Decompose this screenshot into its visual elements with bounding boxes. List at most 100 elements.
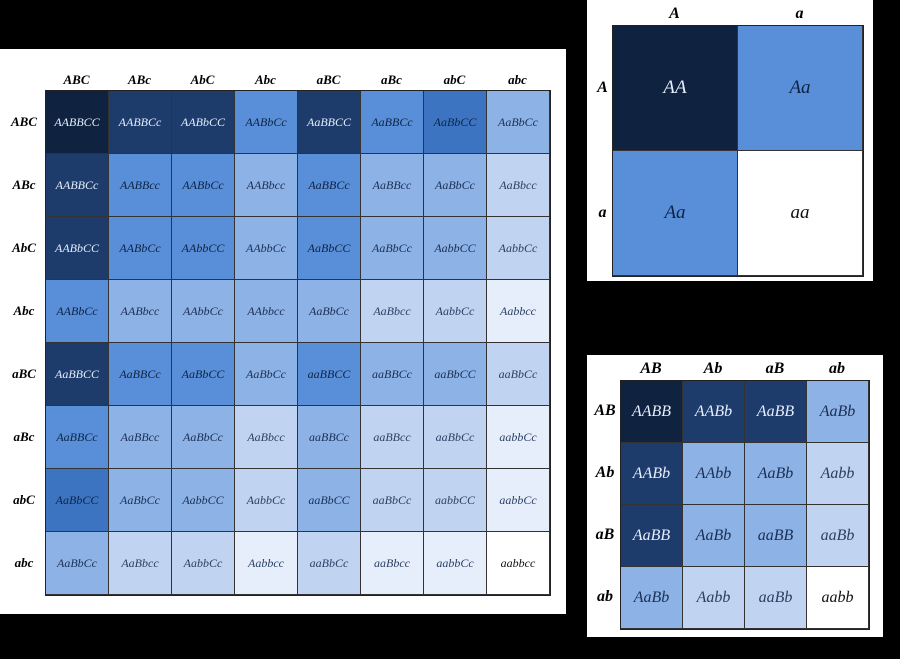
trihybrid-genotype-cell: AABbCC bbox=[172, 91, 235, 154]
trihybrid-genotype-cell: aaBbCc bbox=[361, 469, 424, 532]
dihybrid-genotype-cell: AaBb bbox=[621, 567, 683, 629]
trihybrid-row-header: abC bbox=[13, 491, 35, 507]
monohybrid-genotype-cell: Aa bbox=[738, 26, 863, 151]
trihybrid-genotype-cell: AaBbCc bbox=[487, 91, 550, 154]
trihybrid-col-header: Abc bbox=[255, 72, 276, 87]
trihybrid-genotype-cell: AaBbCC bbox=[46, 469, 109, 532]
trihybrid-genotype-cell: AabbCC bbox=[424, 217, 487, 280]
trihybrid-genotype-cell: AaBbCC bbox=[298, 217, 361, 280]
trihybrid-genotype-cell: AaBbCc bbox=[109, 469, 172, 532]
monohybrid-col-header: a bbox=[795, 5, 804, 22]
dihybrid-row-header: AB bbox=[594, 402, 616, 419]
dihybrid-col-header: AB bbox=[640, 360, 662, 377]
trihybrid-row-header: AbC bbox=[12, 239, 36, 255]
trihybrid-genotype-cell: AABbcc bbox=[109, 280, 172, 343]
trihybrid-genotype-cell: AAbbCC bbox=[172, 217, 235, 280]
trihybrid-genotype-cell: AaBBcc bbox=[109, 406, 172, 469]
trihybrid-genotype-cell: AaBbCC bbox=[424, 91, 487, 154]
monohybrid-row-header: a bbox=[598, 203, 607, 221]
trihybrid-genotype-cell: AaBbCc bbox=[424, 154, 487, 217]
trihybrid-genotype-cell: aaBBCC bbox=[298, 343, 361, 406]
trihybrid-genotype-cell: aabbCc bbox=[424, 532, 487, 595]
trihybrid-genotype-cell: AaBBcc bbox=[361, 154, 424, 217]
dihybrid-genotype-cell: AABb bbox=[621, 443, 683, 505]
trihybrid-genotype-cell: Aabbcc bbox=[487, 280, 550, 343]
trihybrid-genotype-cell: AabbCc bbox=[235, 469, 298, 532]
trihybrid-genotype-cell: aaBbCc bbox=[424, 406, 487, 469]
trihybrid-row-header: aBc bbox=[13, 428, 35, 444]
dihybrid-row-header: aB bbox=[595, 526, 615, 543]
dihybrid-col-header: aB bbox=[765, 360, 785, 377]
trihybrid-genotype-cell: AabbCc bbox=[172, 532, 235, 595]
trihybrid-genotype-cell: aabbCc bbox=[487, 469, 550, 532]
dihybrid-genotype-cell: AABb bbox=[683, 381, 745, 443]
trihybrid-genotype-cell: AABBCC bbox=[46, 91, 109, 154]
trihybrid-genotype-cell: Aabbcc bbox=[235, 532, 298, 595]
trihybrid-genotype-cell: AABBcc bbox=[109, 154, 172, 217]
monohybrid-genotype-cell: AA bbox=[613, 26, 738, 151]
trihybrid-genotype-cell: AaBBCc bbox=[46, 406, 109, 469]
trihybrid-row-header: ABC bbox=[10, 113, 37, 129]
trihybrid-genotype-cell: AABbCC bbox=[46, 217, 109, 280]
trihybrid-row-header: abc bbox=[14, 554, 34, 570]
trihybrid-genotype-cell: AaBbCc bbox=[361, 217, 424, 280]
trihybrid-genotype-cell: AabbCc bbox=[487, 217, 550, 280]
dihybrid-genotype-cell: AaBb bbox=[745, 443, 807, 505]
trihybrid-genotype-cell: AABBCc bbox=[109, 91, 172, 154]
trihybrid-genotype-cell: AaBBCC bbox=[298, 91, 361, 154]
trihybrid-genotype-cell: AaBbCc bbox=[235, 343, 298, 406]
trihybrid-col-header: abC bbox=[443, 72, 466, 87]
trihybrid-genotype-cell: AABbCc bbox=[235, 91, 298, 154]
dihybrid-genotype-cell: AABB bbox=[621, 381, 683, 443]
trihybrid-genotype-cell: AaBbcc bbox=[487, 154, 550, 217]
trihybrid-genotype-cell: aabbcc bbox=[487, 532, 550, 595]
monohybrid-genotype-cell: Aa bbox=[613, 151, 738, 276]
monohybrid-col-header: A bbox=[669, 5, 680, 22]
dihybrid-row-header: Ab bbox=[595, 464, 615, 481]
trihybrid-genotype-cell: AaBbcc bbox=[235, 406, 298, 469]
dihybrid-genotype-cell: AaBB bbox=[745, 381, 807, 443]
dihybrid-genotype-cell: Aabb bbox=[807, 443, 869, 505]
trihybrid-genotype-cell: AaBbCc bbox=[172, 406, 235, 469]
dihybrid-col-header: ab bbox=[829, 360, 845, 377]
trihybrid-genotype-cell: AaBbcc bbox=[109, 532, 172, 595]
monohybrid-genotype-cell: aa bbox=[738, 151, 863, 276]
trihybrid-genotype-cell: aaBBcc bbox=[361, 406, 424, 469]
dihybrid-genotype-cell: AaBB bbox=[621, 505, 683, 567]
trihybrid-genotype-cell: aaBbcc bbox=[361, 532, 424, 595]
trihybrid-col-header: ABC bbox=[63, 72, 90, 87]
trihybrid-genotype-cell: AaBBCc bbox=[109, 343, 172, 406]
monohybrid-row-header: A bbox=[597, 78, 608, 96]
trihybrid-genotype-cell: AAbbcc bbox=[235, 280, 298, 343]
dihybrid-genotype-cell: AaBb bbox=[807, 381, 869, 443]
dihybrid-genotype-cell: AAbb bbox=[683, 443, 745, 505]
trihybrid-genotype-cell: AaBBCc bbox=[361, 91, 424, 154]
trihybrid-genotype-cell: AABbcc bbox=[235, 154, 298, 217]
trihybrid-genotype-cell: AaBbCc bbox=[298, 280, 361, 343]
dihybrid-genotype-cell: AaBb bbox=[683, 505, 745, 567]
trihybrid-col-header: aBC bbox=[316, 72, 341, 87]
trihybrid-genotype-cell: AabbCc bbox=[424, 280, 487, 343]
trihybrid-genotype-cell: AabbCC bbox=[172, 469, 235, 532]
trihybrid-genotype-cell: aabbCC bbox=[424, 469, 487, 532]
trihybrid-genotype-cell: aaBbCC bbox=[424, 343, 487, 406]
trihybrid-col-header: ABc bbox=[127, 72, 152, 87]
trihybrid-col-header: aBc bbox=[381, 72, 402, 87]
trihybrid-genotype-cell: AaBBCc bbox=[298, 154, 361, 217]
dihybrid-row-header: ab bbox=[597, 588, 613, 605]
trihybrid-genotype-cell: aaBbCc bbox=[298, 532, 361, 595]
monohybrid-punnett-grid: AA Aa Aa aa bbox=[612, 25, 864, 277]
trihybrid-genotype-cell: AaBbCc bbox=[46, 532, 109, 595]
dihybrid-col-header: Ab bbox=[703, 360, 723, 377]
trihybrid-col-header: abc bbox=[508, 72, 527, 87]
trihybrid-genotype-cell: AABbCc bbox=[172, 154, 235, 217]
trihybrid-genotype-cell: aaBBCc bbox=[361, 343, 424, 406]
trihybrid-row-header: ABc bbox=[12, 176, 36, 192]
trihybrid-genotype-cell: aabbCc bbox=[487, 406, 550, 469]
trihybrid-genotype-cell: aaBBCc bbox=[298, 406, 361, 469]
trihybrid-row-header: Abc bbox=[13, 302, 35, 318]
trihybrid-col-header: AbC bbox=[190, 72, 215, 87]
trihybrid-row-header: aBC bbox=[12, 365, 36, 381]
dihybrid-genotype-cell: aabb bbox=[807, 567, 869, 629]
trihybrid-genotype-cell: aaBbCc bbox=[487, 343, 550, 406]
